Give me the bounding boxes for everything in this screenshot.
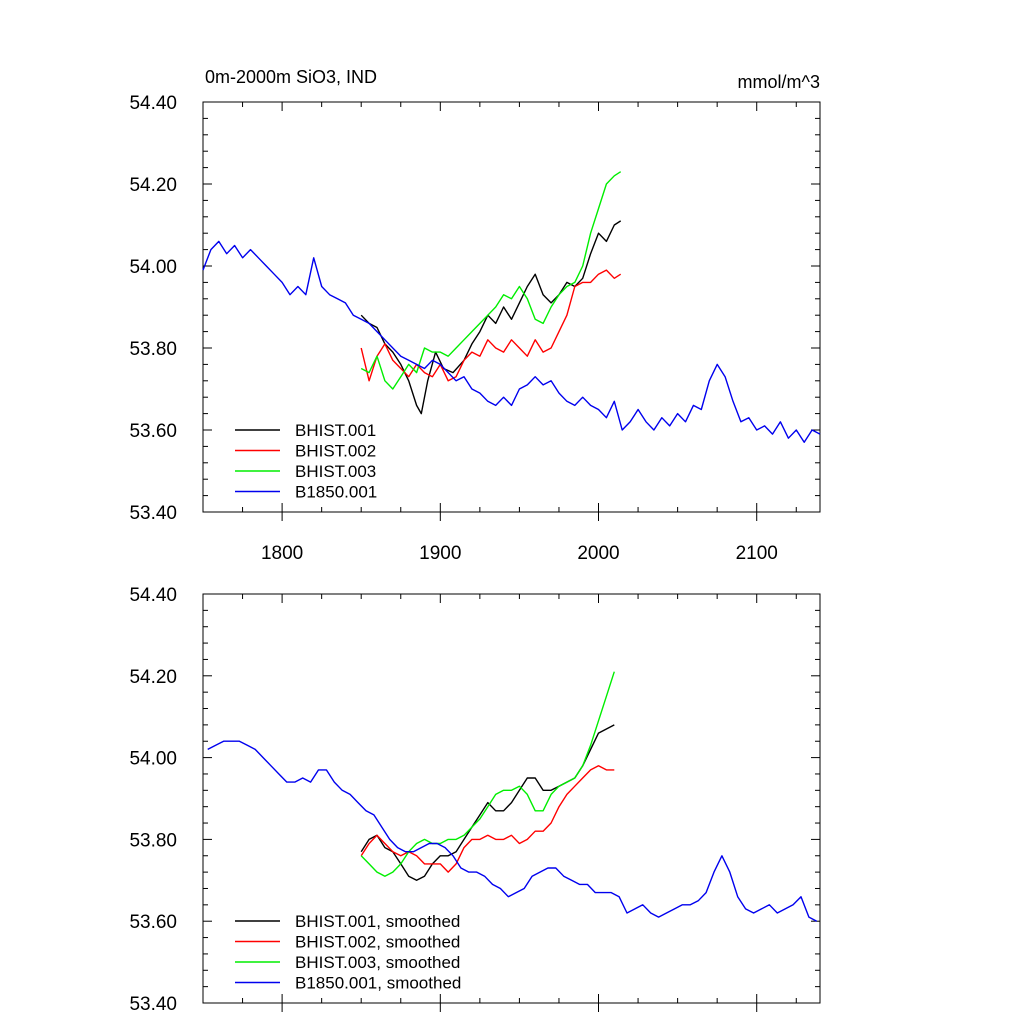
top-panel: 0m-2000m SiO3, IND mmol/m^3 54.40 54.20 54… <box>129 67 821 564</box>
y-tick-label: 54.40 <box>129 93 177 114</box>
bottom-panel: 54.40 54.20 54.00 53.80 53.60 53.40 BHIST.001… <box>129 585 821 1015</box>
series-line-4 <box>202 240 821 443</box>
x-tick-label: 1800 <box>261 543 303 564</box>
y-tick-label: 53.60 <box>129 421 177 442</box>
y-tick-label: 54.20 <box>129 667 177 688</box>
legend-label: BHIST.002 <box>295 442 376 461</box>
y-tick-label: 53.40 <box>129 503 177 524</box>
y-tick-label: 53.80 <box>129 339 177 360</box>
plot-frame <box>202 593 821 1004</box>
legend-label: B1850.001 <box>295 483 377 502</box>
x-tick-label: 1900 <box>419 543 461 564</box>
y-tick-label: 53.80 <box>129 830 177 851</box>
series-line-4 <box>207 740 818 922</box>
x-tick-label: 2100 <box>736 543 778 564</box>
legend-label: BHIST.003 <box>295 462 376 481</box>
legend-label: BHIST.001 <box>295 421 376 440</box>
y-tick-label: 54.40 <box>129 585 177 606</box>
legend-label: BHIST.001, smoothed <box>295 912 460 931</box>
legend-label: BHIST.002, smoothed <box>295 933 460 952</box>
series-line-1 <box>360 220 622 415</box>
plot-frame <box>202 101 821 513</box>
series-line-3 <box>360 171 622 390</box>
y-tick-label: 53.40 <box>129 994 177 1015</box>
units-label: mmol/m^3 <box>738 72 820 92</box>
legend-label: B1850.001, smoothed <box>295 974 461 993</box>
x-tick-label: 2000 <box>577 543 619 564</box>
legend-label: BHIST.003, smoothed <box>295 953 460 972</box>
y-tick-label: 54.00 <box>129 257 177 278</box>
y-tick-label: 54.20 <box>129 175 177 196</box>
chart-title: 0m-2000m SiO3, IND <box>205 67 377 87</box>
series-line-2 <box>360 269 622 382</box>
series-line-1 <box>360 724 615 881</box>
y-tick-label: 54.00 <box>129 749 177 770</box>
series-line-2 <box>360 765 615 873</box>
series-line-3 <box>360 671 615 877</box>
y-tick-label: 53.60 <box>129 912 177 933</box>
